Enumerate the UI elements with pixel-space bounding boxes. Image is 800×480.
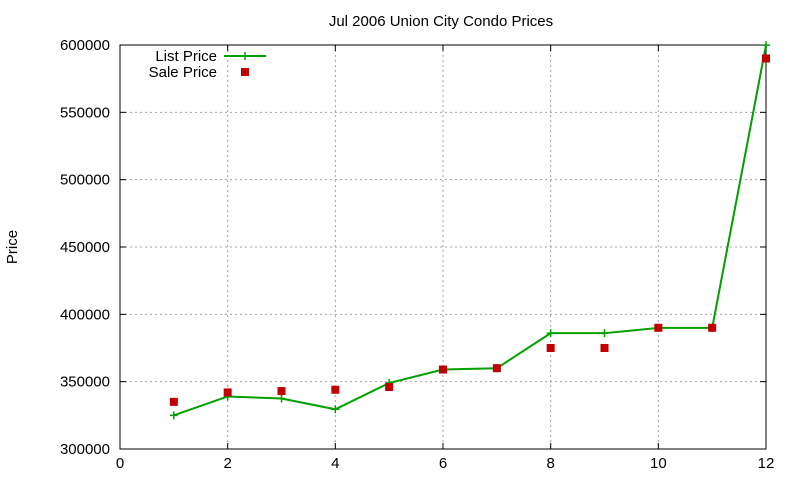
x-tick-label: 2 — [223, 455, 231, 472]
list-price-point — [600, 329, 609, 338]
legend-label: List Price — [155, 48, 217, 65]
sale-price-point — [708, 323, 717, 332]
y-tick-label: 450000 — [60, 239, 110, 256]
sale-price-point — [600, 344, 609, 352]
sale-price-point — [223, 388, 232, 397]
sale-price-point — [277, 387, 286, 396]
list-price-point — [277, 394, 286, 403]
y-tick-label: 400000 — [60, 306, 110, 323]
list-price-point — [169, 411, 178, 420]
sale-price-point — [654, 323, 663, 332]
sale-price-point — [169, 397, 178, 406]
y-tick-label: 550000 — [60, 104, 110, 121]
y-axis-label: Price — [4, 230, 21, 264]
legend-label: Sale Price — [149, 64, 217, 81]
series-2 — [169, 54, 770, 406]
y-tick-label: 500000 — [60, 172, 110, 189]
y-tick-label: 300000 — [60, 441, 110, 458]
sale-price-point — [439, 365, 447, 374]
list-price-point — [241, 52, 249, 60]
sale-price-point — [385, 383, 394, 392]
sale-price-point — [331, 385, 340, 394]
legend-square-swatch — [241, 68, 249, 76]
x-tick-label: 12 — [758, 455, 775, 472]
list-price-point — [331, 405, 340, 414]
y-tick-label: 350000 — [60, 374, 110, 391]
x-tick-label: 4 — [331, 455, 339, 472]
x-tick-label: 0 — [116, 455, 124, 472]
x-tick-label: 10 — [650, 455, 667, 472]
y-tick-label: 600000 — [60, 37, 110, 54]
series-1 — [169, 41, 770, 420]
list-price-point — [762, 41, 770, 50]
list-price-line — [173, 44, 767, 417]
sale-price-point — [546, 344, 555, 352]
sale-price-point — [762, 54, 770, 63]
chart-title: Jul 2006 Union City Condo Prices — [329, 13, 553, 30]
sale-price-point — [492, 364, 501, 373]
x-tick-label: 6 — [439, 455, 447, 472]
list-price-point — [546, 329, 555, 338]
grid — [120, 45, 766, 449]
x-tick-label: 8 — [546, 455, 554, 472]
axes: 300000 350000 400000 450000 500000 550000 6000… — [60, 37, 774, 472]
series — [169, 41, 770, 420]
